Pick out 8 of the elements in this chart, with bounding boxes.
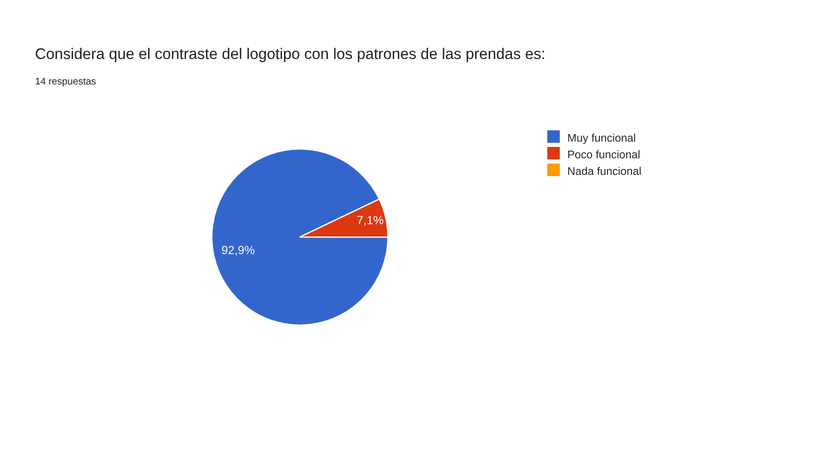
legend-label: Nada funcional xyxy=(568,166,641,176)
text: 14 respuestas xyxy=(36,78,96,87)
data-label: 7,1% xyxy=(357,216,384,226)
pie-slice xyxy=(211,148,388,326)
chart-title: Considera que el contraste del logotipo con los patrones de las prendas es: xyxy=(36,48,544,62)
data-label: 92,9% xyxy=(222,246,254,256)
legend-label: Poco funcional xyxy=(568,150,640,158)
legend-label: Muy funcional xyxy=(568,134,636,144)
